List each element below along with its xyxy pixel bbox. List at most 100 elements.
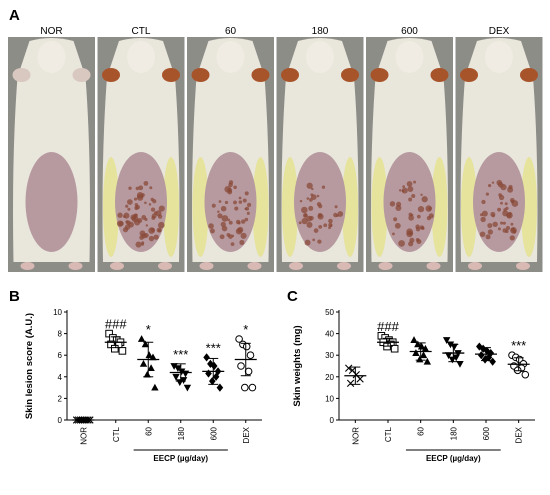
lesion-spot <box>134 203 139 207</box>
y-tick-label: 10 <box>53 308 62 317</box>
lesion-spot <box>512 229 517 234</box>
lesion-spot <box>507 186 514 193</box>
foot-right <box>68 262 83 270</box>
lesion-spot <box>149 186 153 190</box>
series-nor <box>344 364 367 387</box>
ear-right <box>251 68 270 82</box>
lesion-spot <box>306 215 313 222</box>
lesion-spot <box>329 224 333 228</box>
lesion-spot <box>220 221 226 228</box>
ear-right <box>72 68 91 82</box>
data-point <box>141 340 150 348</box>
lesion-spot <box>123 212 130 219</box>
y-tick-label: 0 <box>330 416 335 425</box>
lesion-spot <box>227 218 231 222</box>
y-tick-label: 40 <box>325 330 334 339</box>
lesion-spot <box>306 197 310 200</box>
foot-left <box>20 262 35 270</box>
lesion-spot <box>394 222 401 229</box>
lesion-spot <box>321 185 326 189</box>
x-tick-label: NOR <box>351 427 360 445</box>
rat-head <box>37 41 66 73</box>
data-point <box>210 361 218 371</box>
series-180 <box>442 337 465 368</box>
lesion-spot <box>137 217 143 224</box>
lesion-spot <box>328 218 333 224</box>
data-point <box>181 370 190 378</box>
lesion-spot <box>143 180 149 186</box>
data-point <box>207 359 214 368</box>
rat-head <box>485 41 513 73</box>
ear-left <box>281 68 299 82</box>
lesion-spot <box>316 194 320 198</box>
lesion-spot <box>409 237 415 243</box>
lesion-spot <box>125 204 129 208</box>
foot-right <box>158 262 172 270</box>
data-point <box>421 344 430 352</box>
rat-head <box>216 41 245 73</box>
data-point <box>423 357 432 365</box>
data-point <box>145 351 153 359</box>
stain-left <box>282 157 298 257</box>
lesion-spot <box>481 199 486 205</box>
data-point <box>412 349 420 356</box>
lesion-spot <box>311 187 314 191</box>
data-point <box>212 372 220 381</box>
data-point <box>147 364 155 372</box>
lesion-spot <box>492 221 498 228</box>
foot-left <box>468 262 482 270</box>
lesion-spot <box>500 201 503 205</box>
foot-right <box>516 262 530 270</box>
lesion-spot <box>240 232 247 239</box>
lesion-spot <box>228 180 234 185</box>
data-point <box>248 383 257 392</box>
panel-letters: A B C <box>9 7 298 305</box>
lesion-spot <box>126 220 131 226</box>
x-tick-label: CTL <box>384 426 393 442</box>
lesion-spot <box>227 187 233 193</box>
ear-left <box>191 68 210 82</box>
y-tick-label: 50 <box>325 308 334 317</box>
stain-right <box>252 157 269 257</box>
lesion-spot <box>155 210 162 217</box>
lesion-spot <box>133 197 138 201</box>
lesion-spot <box>153 234 159 240</box>
lesion-spot <box>395 205 402 212</box>
foot-right <box>426 262 441 270</box>
data-point <box>246 351 255 360</box>
lesion-spot <box>502 210 509 217</box>
y-tick-label: 4 <box>58 373 63 382</box>
lesion-spot <box>150 207 156 212</box>
x-tick-label: 60 <box>417 426 426 435</box>
x-tick-label: NOR <box>79 427 88 445</box>
photo-label: 600 <box>401 26 418 37</box>
lesion-spot <box>317 239 322 244</box>
lesion-spot <box>408 212 413 217</box>
y-tick-label: 20 <box>325 373 334 382</box>
lesion-spot <box>301 217 308 225</box>
data-point <box>442 337 451 344</box>
lesion-spot <box>428 206 432 211</box>
data-point <box>481 355 489 364</box>
lesion-spot <box>408 215 414 221</box>
lesion-spot <box>301 206 308 214</box>
lesion-spot <box>233 185 237 190</box>
series-nor <box>72 416 95 424</box>
data-point <box>237 362 245 370</box>
lesion-spot <box>389 201 396 207</box>
data-point <box>487 348 495 358</box>
data-point <box>149 353 157 361</box>
lesion-spot <box>413 180 417 184</box>
stain-left <box>461 157 477 257</box>
lesion-spot <box>138 185 144 191</box>
data-point <box>417 342 426 350</box>
data-point <box>410 336 418 343</box>
data-point <box>235 335 243 343</box>
x-tick-label: 600 <box>209 426 218 440</box>
data-point <box>209 377 216 386</box>
lesion-spot <box>408 197 413 202</box>
series-dex: *** <box>507 338 530 379</box>
lesion-spot <box>312 238 316 242</box>
lesion-spot <box>306 221 313 228</box>
lesion-spot <box>415 226 421 232</box>
